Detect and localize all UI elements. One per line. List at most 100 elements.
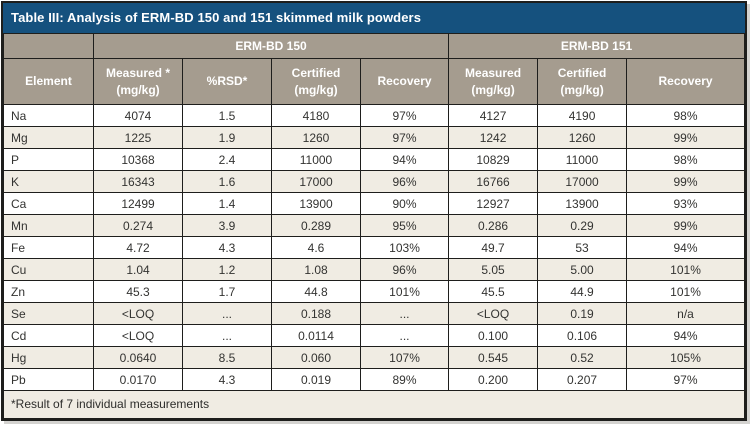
group-header-erm-bd-151: ERM-BD 151	[448, 33, 745, 59]
value-cell: 93%	[626, 192, 745, 215]
value-cell: 0.274	[93, 214, 183, 237]
value-cell: 4074	[93, 104, 183, 127]
element-cell: P	[3, 148, 94, 171]
value-cell: 1225	[93, 126, 183, 149]
element-cell: Se	[3, 302, 94, 325]
value-cell: 0.545	[448, 346, 539, 369]
value-cell: 4.72	[93, 236, 183, 259]
table-row: Se <LOQ... 0.188... <LOQ 0.19 n/a	[3, 302, 745, 325]
column-header-certified-151: Certified (mg/kg)	[537, 58, 628, 105]
table-footnote: *Result of 7 individual measurements	[3, 390, 745, 419]
value-cell: 13900	[537, 192, 628, 215]
column-header-element: Element	[3, 58, 94, 105]
value-cell: 94%	[626, 236, 745, 259]
value-cell: 1.5	[182, 104, 272, 127]
table-row: Mn 0.274 3.9 0.289 95% 0.286 0.29 99%	[3, 214, 745, 237]
value-cell: 4.3	[182, 368, 272, 391]
value-cell: 44.8	[271, 280, 361, 303]
value-cell: 2.4	[182, 148, 272, 171]
value-cell: 0.286	[448, 214, 539, 237]
value-cell: 99%	[626, 214, 745, 237]
value-cell: 97%	[626, 368, 745, 391]
table-row: Cu 1.04 1.2 1.08 96% 5.05 5.00 101%	[3, 258, 745, 281]
value-cell: 5.05	[448, 258, 539, 281]
column-header-certified-150: Certified (mg/kg)	[271, 58, 361, 105]
value-cell: 53	[537, 236, 628, 259]
value-cell: 105%	[626, 346, 745, 369]
column-header-rsd-150: %RSD*	[182, 58, 272, 105]
value-cell: ...	[182, 324, 272, 347]
element-cell: Fe	[3, 236, 94, 259]
value-cell: 98%	[626, 148, 745, 171]
value-cell: 1.7	[182, 280, 272, 303]
value-cell: 103%	[359, 236, 450, 259]
value-cell: 4180	[271, 104, 361, 127]
value-cell: 0.106	[537, 324, 628, 347]
value-cell: ...	[359, 302, 450, 325]
value-cell: 0.060	[271, 346, 361, 369]
value-cell: 1.08	[271, 258, 361, 281]
value-cell: 49.7	[448, 236, 539, 259]
element-cell: Ca	[3, 192, 94, 215]
table-head: ERM-BD 150 ERM-BD 151 Element Measured *…	[3, 33, 745, 105]
element-cell: Pb	[3, 368, 94, 391]
column-header-measured-150: Measured * (mg/kg)	[93, 58, 183, 105]
value-cell: 5.00	[537, 258, 628, 281]
value-cell: 10829	[448, 148, 539, 171]
value-cell: 107%	[359, 346, 450, 369]
table-row: P 10368 2.4 11000 94% 10829 11000 98%	[3, 148, 745, 171]
value-cell: 0.289	[271, 214, 361, 237]
value-cell: 10368	[93, 148, 183, 171]
value-cell: 0.100	[448, 324, 539, 347]
value-cell: 16343	[93, 170, 183, 193]
value-cell: 1242	[448, 126, 539, 149]
table-row: Pb 0.0170 4.3 0.019 89% 0.200 0.207 97%	[3, 368, 745, 391]
table-body: Na 4074 1.5 4180 97% 4127 4190 98% Mg 1225 1.9 1260…	[3, 104, 745, 391]
value-cell: 44.9	[537, 280, 628, 303]
value-cell: 89%	[359, 368, 450, 391]
value-cell: 0.188	[271, 302, 361, 325]
element-cell: Zn	[3, 280, 94, 303]
column-header-recovery-151: Recovery	[626, 58, 745, 105]
value-cell: 13900	[271, 192, 361, 215]
element-cell: Cd	[3, 324, 94, 347]
value-cell: 4.3	[182, 236, 272, 259]
group-header-spacer	[3, 33, 94, 59]
value-cell: 101%	[626, 258, 745, 281]
value-cell: <LOQ	[93, 302, 183, 325]
value-cell: 94%	[626, 324, 745, 347]
table-row: Hg 0.0640 8.5 0.060 107% 0.545 0.52 105%	[3, 346, 745, 369]
value-cell: 97%	[359, 126, 450, 149]
value-cell: 101%	[626, 280, 745, 303]
value-cell: 94%	[359, 148, 450, 171]
value-cell: 1.6	[182, 170, 272, 193]
value-cell: 0.29	[537, 214, 628, 237]
table-row: K 16343 1.6 17000 96% 16766 17000 99%	[3, 170, 745, 193]
value-cell: ...	[359, 324, 450, 347]
analysis-table: ERM-BD 150 ERM-BD 151 Element Measured *…	[3, 33, 745, 419]
value-cell: 1.9	[182, 126, 272, 149]
value-cell: 99%	[626, 126, 745, 149]
footnote-row: *Result of 7 individual measurements	[3, 390, 745, 419]
value-cell: 17000	[271, 170, 361, 193]
value-cell: 1260	[271, 126, 361, 149]
value-cell: <LOQ	[448, 302, 539, 325]
value-cell: 11000	[537, 148, 628, 171]
value-cell: 16766	[448, 170, 539, 193]
value-cell: 4127	[448, 104, 539, 127]
value-cell: ...	[182, 302, 272, 325]
value-cell: 45.3	[93, 280, 183, 303]
element-cell: Hg	[3, 346, 94, 369]
table-title: Table III: Analysis of ERM-BD 150 and 15…	[3, 3, 745, 33]
element-cell: Mg	[3, 126, 94, 149]
value-cell: 98%	[626, 104, 745, 127]
group-header-erm-bd-150: ERM-BD 150	[92, 33, 450, 59]
value-cell: 1.04	[93, 258, 183, 281]
value-cell: 12927	[448, 192, 539, 215]
value-cell: 1.4	[182, 192, 272, 215]
column-header-measured-151: Measured (mg/kg)	[448, 58, 539, 105]
value-cell: 96%	[359, 170, 450, 193]
table-row: Cd <LOQ... 0.0114... 0.100 0.106 94%	[3, 324, 745, 347]
value-cell: 96%	[359, 258, 450, 281]
value-cell: 90%	[359, 192, 450, 215]
